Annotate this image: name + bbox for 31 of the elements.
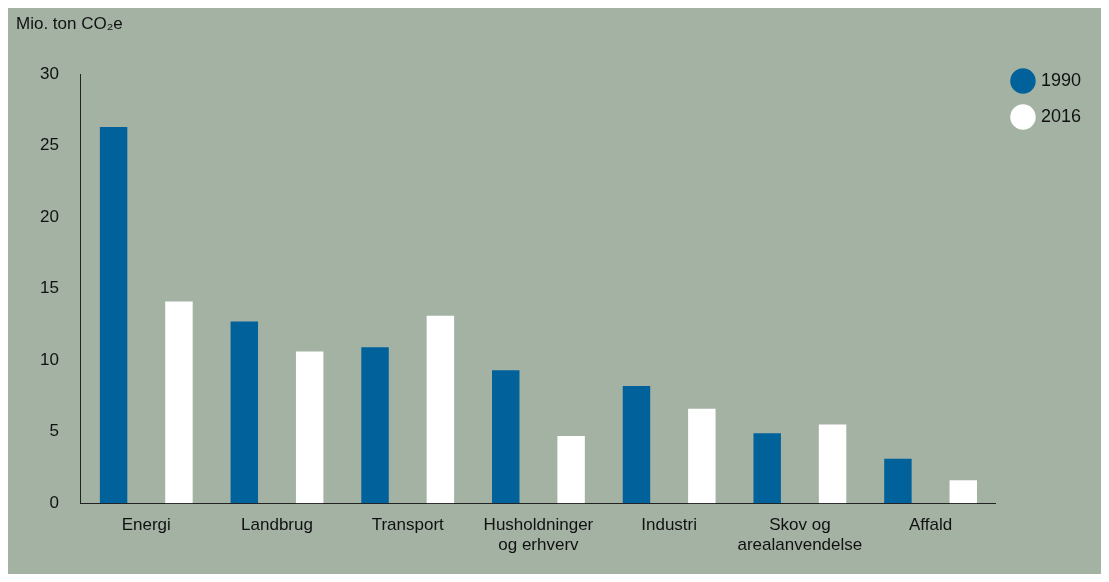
y-tick-label: 20 bbox=[39, 206, 59, 226]
bar bbox=[361, 347, 389, 504]
bar bbox=[99, 127, 128, 504]
bar bbox=[426, 315, 455, 504]
y-axis-title: Mio. ton CO₂e bbox=[16, 14, 123, 34]
y-tick-label: 0 bbox=[49, 492, 59, 512]
bar bbox=[622, 385, 651, 504]
legend-label: 2016 bbox=[1040, 105, 1081, 126]
legend-label: 1990 bbox=[1040, 69, 1081, 90]
bar bbox=[557, 435, 585, 504]
y-tick-label: 30 bbox=[39, 63, 59, 83]
bar bbox=[492, 370, 520, 504]
bar bbox=[949, 480, 977, 504]
y-tick-label: 10 bbox=[39, 349, 59, 369]
y-tick-label: 25 bbox=[39, 135, 59, 155]
x-tick-label: Husholdninger og erhverv bbox=[483, 515, 594, 555]
y-tick-label: 5 bbox=[49, 421, 59, 441]
bar bbox=[818, 424, 847, 504]
bar bbox=[295, 351, 324, 504]
bar bbox=[884, 458, 912, 504]
bar bbox=[753, 433, 781, 504]
y-tick-label: 15 bbox=[39, 278, 59, 298]
bar bbox=[688, 408, 716, 504]
x-tick-label: Energi bbox=[121, 515, 171, 535]
x-tick-label: Skov og arealanvendelse bbox=[737, 515, 863, 555]
x-tick-label: Affald bbox=[909, 515, 953, 535]
x-tick-label: Transport bbox=[371, 515, 445, 535]
bar bbox=[230, 321, 259, 504]
x-tick-label: Landbrug bbox=[241, 515, 313, 535]
bar bbox=[165, 301, 193, 504]
x-tick-label: Industri bbox=[641, 515, 698, 535]
